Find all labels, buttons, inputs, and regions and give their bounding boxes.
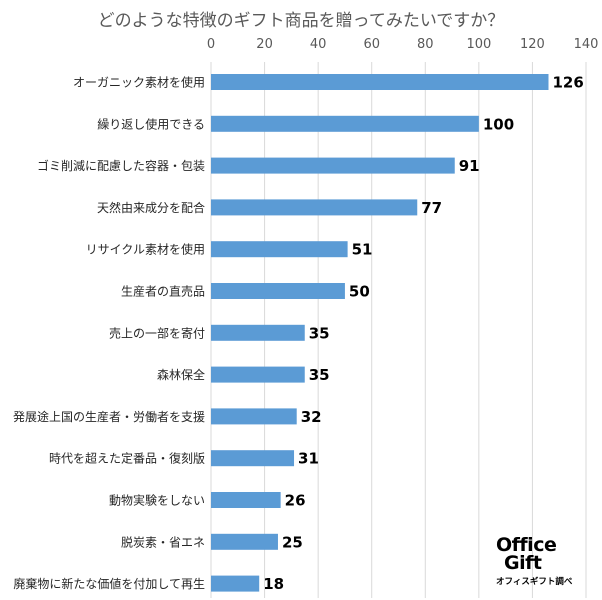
category-label: 森林保全 [157, 367, 205, 382]
category-label: 売上の一部を寄付 [109, 325, 205, 340]
value-label: 32 [301, 408, 322, 426]
value-label: 100 [483, 115, 514, 133]
x-tick-label: 100 [466, 37, 491, 52]
category-label: 廃棄物に新たな価値を付加して再生 [13, 576, 205, 591]
value-label: 26 [285, 492, 306, 510]
category-label: 時代を超えた定番品・復刻版 [49, 451, 205, 466]
value-label: 126 [553, 74, 584, 92]
value-label: 35 [309, 324, 330, 342]
value-label: 18 [263, 575, 284, 593]
bar [211, 115, 479, 132]
category-label: 生産者の直売品 [121, 284, 205, 299]
x-tick-label: 0 [207, 37, 215, 52]
category-label: 脱炭素・省エネ [121, 534, 205, 549]
bar [211, 74, 549, 90]
value-label: 51 [352, 241, 373, 259]
category-label: リサイクル素材を使用 [86, 242, 205, 257]
bar [211, 324, 305, 341]
bar [211, 157, 455, 174]
x-tick-label: 140 [574, 37, 599, 52]
bar [211, 283, 345, 299]
x-tick-label: 60 [363, 37, 380, 52]
chart-title: どのような特徴のギフト商品を贈ってみたいですか？ [97, 11, 505, 31]
bar [211, 241, 348, 258]
value-labels: 126 100 91 77 51 50 35 35 32 31 26 25 18 [263, 74, 584, 594]
office-gift-logo: Office Gift オフィスギフト調べ [496, 534, 596, 588]
x-tick-label: 120 [520, 37, 545, 52]
logo-line2: Gift [504, 552, 542, 574]
value-label: 91 [459, 157, 480, 175]
value-label: 77 [421, 199, 442, 217]
logo-caption: オフィスギフト調べ [496, 577, 573, 587]
value-label: 31 [298, 450, 319, 468]
category-label: 動物実験をしない [109, 493, 205, 508]
category-label: ゴミ削減に配慮した容器・包装 [37, 158, 205, 173]
category-labels: オーガニック素材を使用繰り返し使用できるゴミ削減に配慮した容器・包装天然由来成分… [13, 75, 205, 592]
bar [211, 533, 278, 550]
logo-line1: Office [496, 534, 557, 556]
value-label: 50 [349, 283, 370, 301]
x-tick-label: 80 [417, 37, 434, 52]
category-label: 天然由来成分を配合 [97, 200, 205, 215]
bars [211, 74, 549, 592]
bar [211, 199, 418, 216]
bar [211, 366, 305, 383]
value-label: 25 [282, 533, 303, 551]
category-label: 発展途上国の生産者・労働者を支援 [13, 409, 205, 424]
bar [211, 575, 260, 592]
x-tick-label: 20 [256, 37, 273, 52]
bar [211, 450, 295, 467]
x-tick-label: 40 [310, 37, 327, 52]
value-label: 35 [309, 366, 330, 384]
bar [211, 492, 281, 508]
category-label: 繰り返し使用できる [97, 116, 205, 131]
category-label: オーガニック素材を使用 [73, 75, 205, 90]
x-axis-ticks: 0 20 40 60 80 100 120 140 [207, 37, 599, 52]
bar [211, 408, 297, 425]
